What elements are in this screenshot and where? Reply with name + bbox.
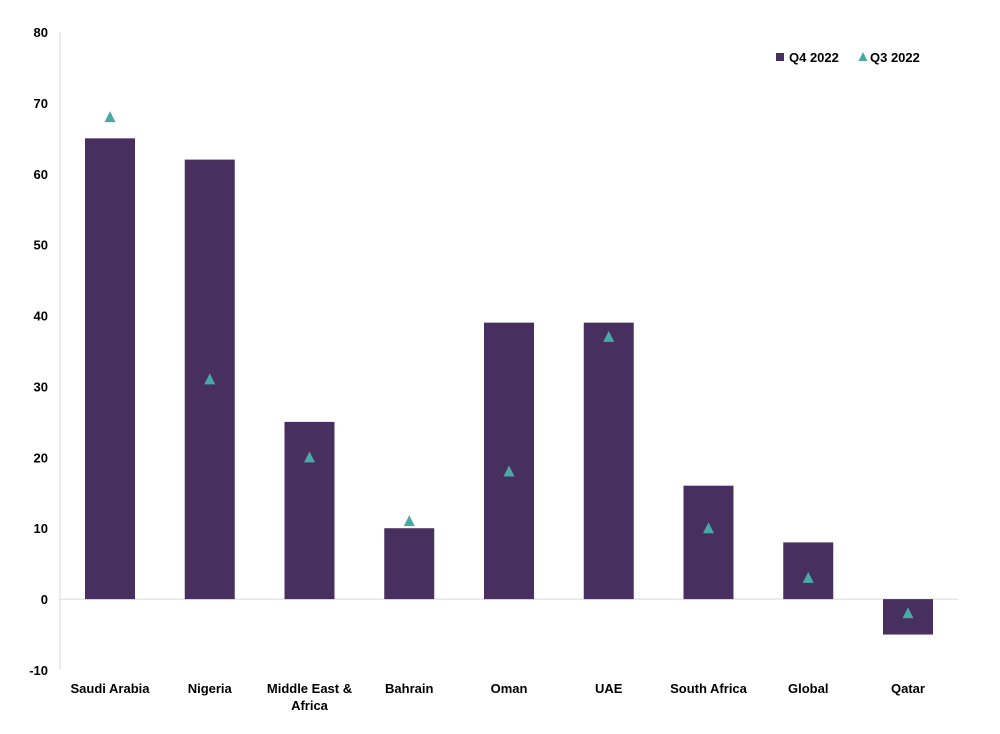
- bar-series: [85, 138, 933, 635]
- marker-uae: [603, 330, 615, 342]
- y-tick-label: 20: [34, 450, 48, 465]
- x-label-saudi-arabia: Saudi Arabia: [71, 681, 151, 696]
- marker-bahrain: [403, 515, 415, 527]
- x-label-south-africa: South Africa: [670, 681, 748, 696]
- marker-oman: [503, 465, 515, 477]
- bar-south-africa: [683, 485, 734, 600]
- x-label-uae: UAE: [595, 681, 623, 696]
- bar-uae: [583, 322, 634, 600]
- legend-swatch-q4-2022: [776, 53, 784, 61]
- x-label-nigeria: Nigeria: [188, 681, 233, 696]
- y-axis-ticks: -10 0 10 20 30 40 50 60 70 80: [29, 25, 48, 678]
- y-tick-label: 0: [41, 592, 48, 607]
- x-label-oman: Oman: [491, 681, 528, 696]
- bar-middle-east-africa: [284, 421, 335, 600]
- y-tick-label: 10: [34, 521, 48, 536]
- legend: Q4 2022 Q3 2022: [776, 50, 920, 65]
- x-label-middle-east-africa: Middle East & Africa: [267, 681, 352, 713]
- x-label-bahrain: Bahrain: [385, 681, 433, 696]
- marker-south-africa: [703, 522, 714, 534]
- marker-nigeria: [204, 373, 216, 385]
- legend-label-q4-2022: Q4 2022: [789, 50, 839, 65]
- x-label-qatar: Qatar: [891, 681, 925, 696]
- marker-qatar: [902, 607, 914, 619]
- x-label-global: Global: [788, 681, 828, 696]
- marker-global: [802, 571, 814, 583]
- y-tick-label: 40: [34, 309, 48, 324]
- y-tick-label: 70: [34, 96, 48, 111]
- y-tick-label: 50: [34, 238, 48, 253]
- y-tick-label: 30: [34, 379, 48, 394]
- bar-oman: [484, 322, 534, 600]
- bar-global: [783, 542, 834, 600]
- bar-saudi-arabia: [85, 138, 135, 600]
- marker-series: [104, 111, 914, 619]
- bar-bahrain: [384, 528, 435, 600]
- marker-middle-east-africa: [304, 451, 315, 463]
- y-tick-label: 60: [34, 167, 48, 182]
- marker-saudi-arabia: [104, 111, 116, 123]
- legend-label-q3-2022: Q3 2022: [870, 50, 920, 65]
- y-tick-label: -10: [29, 663, 48, 678]
- x-axis-labels: Saudi Arabia Nigeria Middle East & Africa Ba…: [71, 681, 925, 713]
- legend-swatch-q3-2022: [858, 52, 868, 61]
- y-tick-label: 80: [34, 25, 48, 40]
